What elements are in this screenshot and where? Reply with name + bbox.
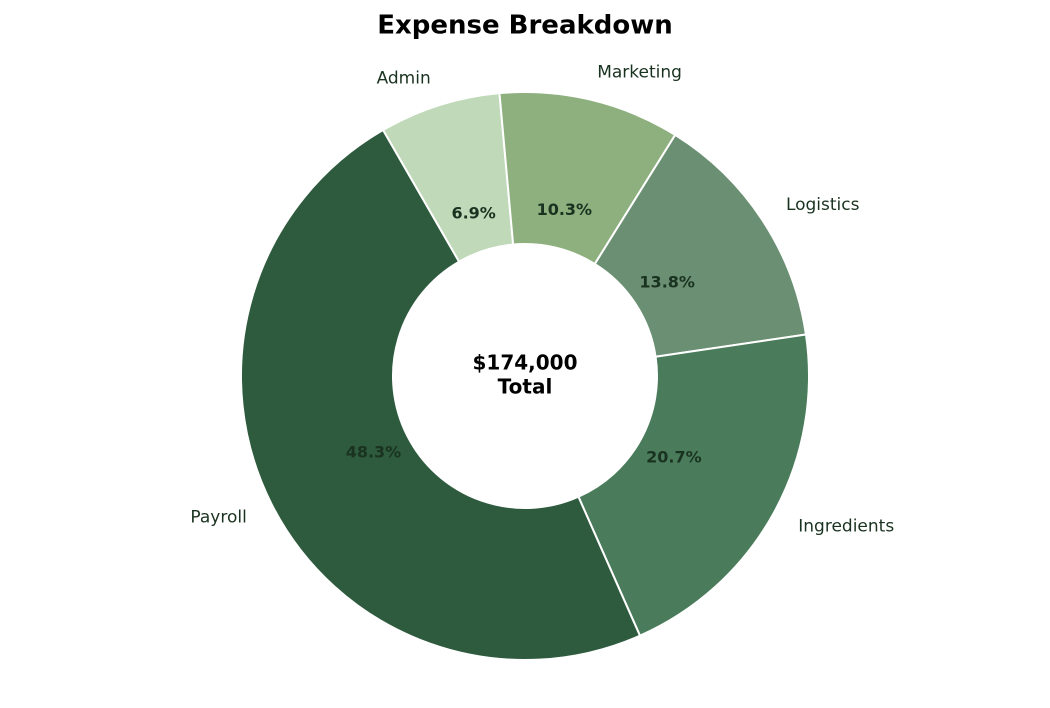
value-label: 48.3% [346, 443, 402, 462]
value-label: 20.7% [646, 448, 702, 467]
value-label: 10.3% [537, 200, 593, 219]
value-label: 6.9% [451, 203, 495, 222]
donut-slice [593, 133, 808, 358]
donut-slice [498, 91, 677, 266]
category-label: Ingredients [798, 517, 894, 537]
category-label: Payroll [190, 507, 246, 527]
category-label: Admin [377, 69, 431, 89]
center-label: Total [498, 375, 553, 399]
category-label: Marketing [597, 62, 682, 82]
value-label: 13.8% [639, 272, 695, 291]
center-total: $174,000 [472, 351, 577, 375]
chart-title: Expense Breakdown [377, 11, 673, 41]
category-label: Logistics [786, 195, 860, 215]
donut-slice [577, 333, 810, 638]
donut-slice [240, 128, 642, 661]
